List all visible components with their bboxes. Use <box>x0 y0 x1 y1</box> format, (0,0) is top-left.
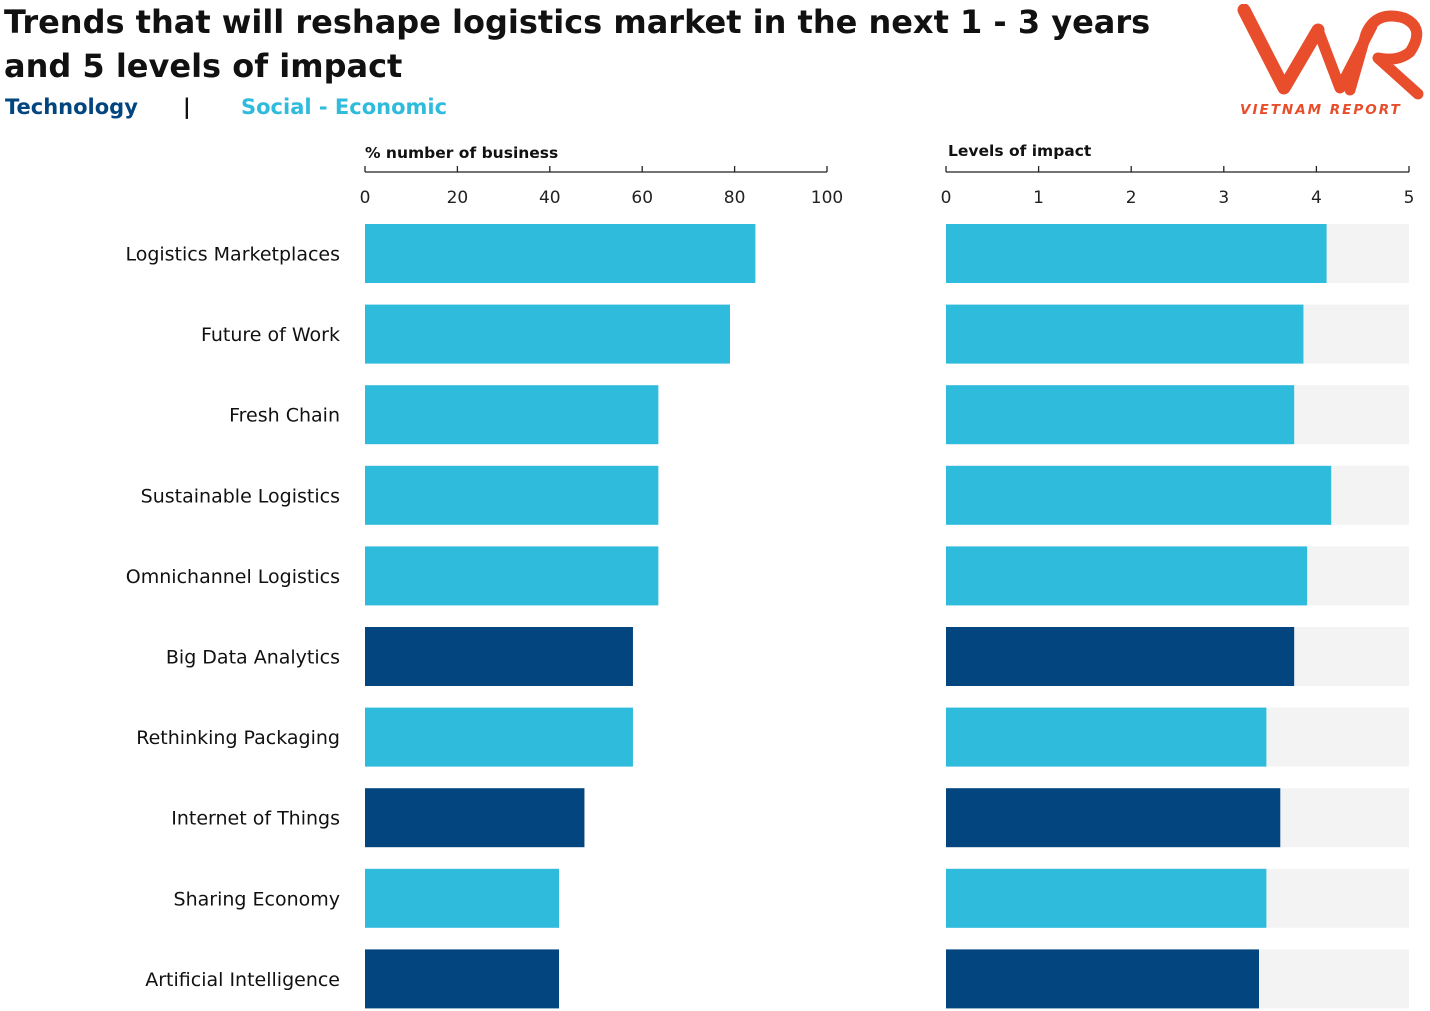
left-axis-title: % number of business <box>365 144 558 162</box>
right-tick-label: 0 <box>941 188 952 208</box>
vietnam-report-logo: VIETNAM REPORT <box>1232 4 1430 122</box>
vnr-logo-mark <box>1237 4 1424 100</box>
right-bar <box>946 546 1308 606</box>
left-tick-label: 100 <box>811 188 843 208</box>
right-tick-label: 1 <box>1033 188 1044 208</box>
left-bar <box>365 304 730 364</box>
left-tick-label: 0 <box>360 188 371 208</box>
category-label: Sustainable Logistics <box>141 485 340 507</box>
category-label: Sharing Economy <box>174 888 340 910</box>
left-bar <box>365 788 585 848</box>
legend-social-economic: Social - Economic <box>241 95 448 119</box>
left-bar <box>365 627 633 686</box>
right-bar <box>946 385 1295 445</box>
category-label: Fresh Chain <box>229 405 340 427</box>
right-tick-label: 4 <box>1311 188 1322 208</box>
left-bar <box>365 546 659 606</box>
category-label: Omnichannel Logistics <box>126 566 340 588</box>
right-bar <box>946 868 1267 928</box>
left-tick-label: 60 <box>631 188 653 208</box>
left-bar <box>365 868 560 928</box>
right-bar <box>946 304 1304 364</box>
right-tick-label: 3 <box>1218 188 1229 208</box>
chart-title: Trends that will reshape logistics marke… <box>4 3 1151 85</box>
right-axis-title: Levels of impact <box>948 142 1092 160</box>
right-bar <box>946 788 1281 848</box>
right-tick-label: 2 <box>1126 188 1137 208</box>
category-label: Future of Work <box>201 324 340 346</box>
left-tick-label: 80 <box>724 188 746 208</box>
left-bar <box>365 385 659 445</box>
category-label: Artificial Intelligence <box>145 969 340 991</box>
category-label: Big Data Analytics <box>166 647 340 669</box>
left-bar <box>365 949 560 1009</box>
right-bar <box>946 949 1259 1009</box>
logo-subtitle: VIETNAM REPORT <box>1240 102 1402 118</box>
left-bar <box>365 224 756 283</box>
category-label: Rethinking Packaging <box>136 727 340 749</box>
right-bar <box>946 465 1332 525</box>
legend-separator: | <box>183 95 191 119</box>
legend-technology: Technology <box>5 95 138 119</box>
left-bar <box>365 465 659 525</box>
right-bar <box>946 707 1267 767</box>
right-tick-label: 5 <box>1404 188 1415 208</box>
right-bar <box>946 627 1295 686</box>
category-label: Logistics Marketplaces <box>125 244 340 266</box>
category-label: Internet of Things <box>171 808 340 830</box>
right-bar <box>946 224 1327 283</box>
left-tick-label: 20 <box>447 188 469 208</box>
left-tick-label: 40 <box>539 188 561 208</box>
left-bar <box>365 707 633 767</box>
